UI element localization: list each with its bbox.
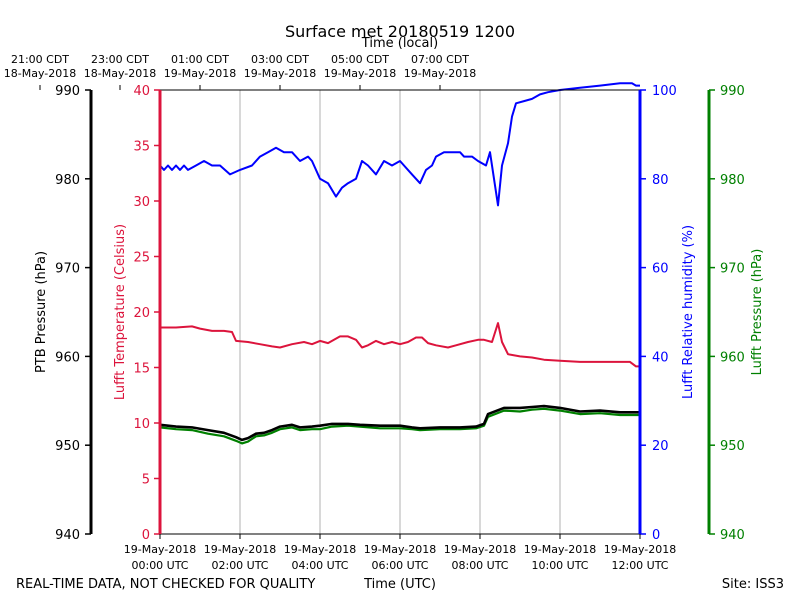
- rh-tick-label: 60: [652, 262, 669, 277]
- ptb-tick-label: 990: [55, 84, 80, 99]
- top-tick-date: 19-May-2018: [244, 67, 316, 80]
- lufft_p-tick-label: 970: [720, 262, 745, 277]
- rh-tick-label: 40: [652, 350, 669, 365]
- axes: 940 950 960 970 980 990 0 5 10 15 20 25 30 35 40 0 20 40 6…: [4, 53, 745, 572]
- bottom-tick-time: 00:00 UTC: [131, 559, 188, 572]
- rh-tick-label: 20: [652, 439, 669, 454]
- chart-title: Surface met 20180519 1200: [285, 22, 515, 41]
- top-tick-time: 05:00 CDT: [331, 53, 389, 66]
- series-line-ptb-pressure: [159, 404, 640, 442]
- top-tick-time: 21:00 CDT: [11, 53, 69, 66]
- bottom-tick-date: 19-May-2018: [364, 543, 436, 556]
- top-tick-time: 03:00 CDT: [251, 53, 309, 66]
- bottom-tick-date: 19-May-2018: [204, 543, 276, 556]
- bottom-tick-time: 02:00 UTC: [211, 559, 268, 572]
- site-label: Site: ISS3: [722, 577, 784, 592]
- temp-tick-label: 20: [133, 306, 150, 321]
- temp-tick-label: 10: [133, 417, 150, 432]
- bottom-tick-time: 12:00 UTC: [611, 559, 668, 572]
- bottom-tick-date: 19-May-2018: [444, 543, 516, 556]
- bottom-tick-date: 19-May-2018: [604, 543, 676, 556]
- series-line-lufft-relative-humidity: [159, 82, 640, 207]
- temp-tick-label: 15: [133, 362, 150, 377]
- bottom-tick-date: 19-May-2018: [284, 543, 356, 556]
- top-tick-date: 19-May-2018: [324, 67, 396, 80]
- gridlines: [239, 90, 561, 534]
- top-tick-date: 18-May-2018: [84, 67, 156, 80]
- top-tick-time: 01:00 CDT: [171, 53, 229, 66]
- lufft_p-tick-label: 990: [720, 84, 745, 99]
- top-tick-date: 19-May-2018: [404, 67, 476, 80]
- series-line-lufft-pressure: [159, 407, 640, 445]
- temp-tick-label: 30: [133, 195, 150, 210]
- ptb-tick-label: 950: [55, 439, 80, 454]
- series-lines: [159, 82, 640, 445]
- top-tick-time: 07:00 CDT: [411, 53, 469, 66]
- bottom-tick-time: 10:00 UTC: [531, 559, 588, 572]
- rh-tick-label: 80: [652, 173, 669, 188]
- top-tick-time: 23:00 CDT: [91, 53, 149, 66]
- bottom-tick-date: 19-May-2018: [124, 543, 196, 556]
- top-axis-label: Time (local): [361, 36, 438, 51]
- rh-axis-label: Lufft Relative humidity (%): [681, 225, 696, 399]
- temp-axis-label: Lufft Temperature (Celsius): [113, 224, 128, 400]
- lufft_p-tick-label: 960: [720, 350, 745, 365]
- top-tick-date: 19-May-2018: [164, 67, 236, 80]
- lufft_p-tick-label: 980: [720, 173, 745, 188]
- temp-tick-label: 35: [133, 140, 150, 155]
- ptb-tick-label: 980: [55, 173, 80, 188]
- ptb-axis-label: PTB Pressure (hPa): [34, 251, 49, 373]
- bottom-tick-time: 06:00 UTC: [371, 559, 428, 572]
- bottom-tick-time: 04:00 UTC: [291, 559, 348, 572]
- rh-tick-label: 0: [652, 528, 660, 543]
- top-tick-date: 18-May-2018: [4, 67, 76, 80]
- lufft_p-tick-label: 940: [720, 528, 745, 543]
- x-axis-label: Time (UTC): [363, 577, 436, 592]
- quality-disclaimer: REAL-TIME DATA, NOT CHECKED FOR QUALITY: [16, 577, 315, 592]
- ptb-tick-label: 970: [55, 262, 80, 277]
- temp-tick-label: 5: [142, 473, 150, 488]
- bottom-tick-time: 08:00 UTC: [451, 559, 508, 572]
- temp-tick-label: 25: [133, 251, 150, 266]
- bottom-tick-date: 19-May-2018: [524, 543, 596, 556]
- temp-tick-label: 40: [133, 84, 150, 99]
- series-line-lufft-temperature: [160, 322, 640, 368]
- temp-tick-label: 0: [142, 528, 150, 543]
- lufft-pressure-axis-label: Lufft Pressure (hPa): [750, 249, 765, 376]
- ptb-tick-label: 960: [55, 350, 80, 365]
- rh-tick-label: 100: [652, 84, 677, 99]
- lufft_p-tick-label: 950: [720, 439, 745, 454]
- ptb-tick-label: 940: [55, 528, 80, 543]
